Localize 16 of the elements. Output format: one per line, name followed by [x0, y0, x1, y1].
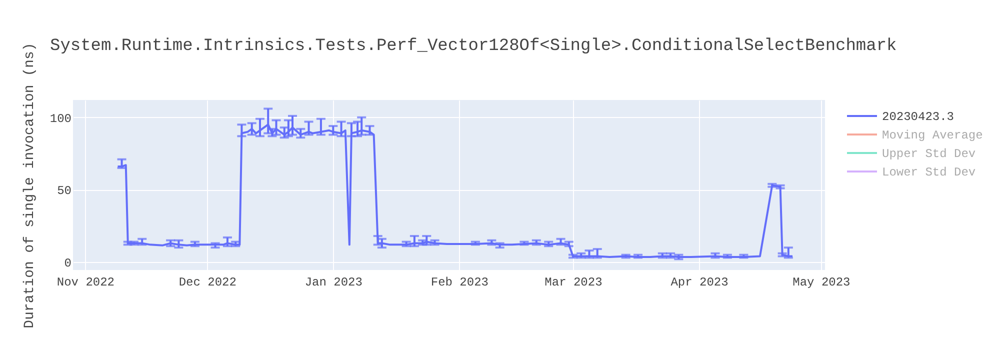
x-tick-label: Jan 2023: [304, 276, 362, 290]
chart-title: System.Runtime.Intrinsics.Tests.Perf_Vector128Of<Single>.ConditionalSelectBenchmark: [50, 37, 897, 56]
legend-label: Lower Std Dev: [882, 166, 976, 180]
x-tick-label: May 2023: [792, 276, 850, 290]
y-tick-label: 50: [57, 184, 72, 198]
x-tick-label: Mar 2023: [544, 276, 602, 290]
x-tick-label: Dec 2022: [178, 276, 236, 290]
y-tick-label: 0: [64, 256, 72, 271]
legend-label: Upper Std Dev: [882, 147, 976, 161]
legend-label: 20230423.3: [882, 110, 954, 124]
x-tick-label: Nov 2022: [56, 276, 114, 290]
x-tick-label: Feb 2023: [430, 276, 488, 290]
x-tick-label: Apr 2023: [670, 276, 728, 290]
y-axis-title: Duration of single invocation (ns): [22, 42, 38, 328]
y-tick-label: 100: [50, 112, 72, 126]
legend-label: Moving Average: [882, 128, 983, 142]
